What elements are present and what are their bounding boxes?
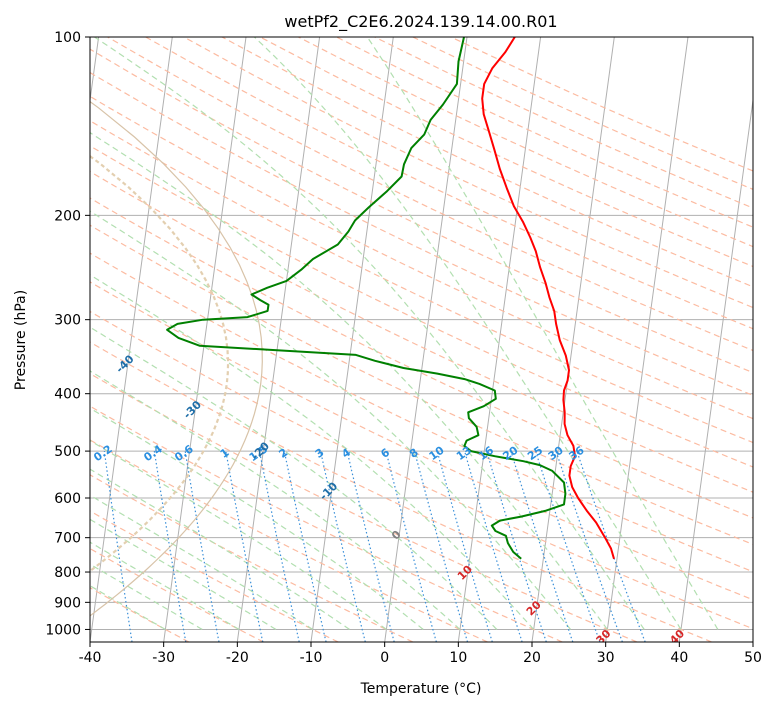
- y-axis-label: Pressure (hPa): [13, 290, 29, 390]
- dry-adiabat-line: [90, 224, 753, 546]
- x-tick-label: -20: [226, 650, 249, 666]
- y-tick-label: 300: [54, 313, 81, 329]
- moist-adiabat-line: [90, 131, 608, 630]
- dry-adiabat-line: [90, 547, 264, 642]
- moist-adiabat-line: [90, 370, 461, 630]
- moist-adiabat-line: [90, 518, 277, 630]
- moist-adiabat-line: [90, 541, 240, 630]
- isotherm-line: [605, 37, 689, 642]
- x-tick-label: 30: [597, 650, 615, 666]
- dry-adiabat-line: [90, 341, 712, 642]
- y-axis: 1000 900 800 700 600 500 400 300 200 100: [45, 30, 90, 638]
- mixing-ratio-line: [413, 450, 469, 642]
- dry-adiabat-line: [90, 170, 753, 493]
- plot-frame: [89, 36, 754, 643]
- moist-adiabat-line: [90, 210, 571, 630]
- mixing-ratio-line: [576, 450, 646, 642]
- isotherm-line: [163, 37, 247, 642]
- x-axis-label: Temperature (°C): [360, 681, 482, 697]
- mixing-ratio-line: [103, 451, 133, 642]
- y-tick-label: 100: [54, 30, 81, 46]
- dry-adiabat-line: [90, 510, 339, 642]
- x-tick-label: 40: [670, 650, 688, 666]
- moist-adiabat-line: [90, 439, 387, 630]
- isotherm-line: [90, 37, 173, 642]
- moist-adiabat-line: [90, 585, 166, 630]
- dry-adiabat-line: [90, 252, 753, 573]
- isotherm-line: [457, 37, 542, 642]
- isotherm-line: [310, 37, 394, 642]
- y-tick-label: 1000: [45, 622, 81, 638]
- reference-curve: [90, 100, 263, 617]
- x-tick-label: 10: [449, 650, 467, 666]
- dry-adiabat-line: [90, 405, 563, 642]
- y-tick-label: 900: [54, 595, 81, 611]
- mixing-ratio-line: [346, 450, 395, 642]
- dry-adiabat-line: [90, 310, 753, 630]
- isotherm-line: [236, 37, 321, 642]
- dry-adiabat-line: [90, 197, 753, 519]
- chart-title: wetPf2_C2E6.2024.139.14.00.R01: [284, 12, 557, 32]
- data-series: [166, 37, 615, 560]
- dry-adiabat-line: [221, 37, 753, 288]
- dry-adiabat-line: [107, 37, 753, 352]
- y-tick-label: 700: [54, 531, 81, 547]
- dewpoint-profile-line: [166, 37, 567, 560]
- y-tick-label: 400: [54, 387, 81, 403]
- x-tick-label: 0: [380, 650, 389, 666]
- moist-adiabat-line: [90, 468, 350, 630]
- dry-adiabat-line: [90, 439, 488, 642]
- x-tick-label: -30: [152, 650, 175, 666]
- mixing-ratio-line: [258, 450, 300, 642]
- dry-adiabat-line: [90, 281, 753, 601]
- dry-adiabat-line: [90, 95, 753, 420]
- mixing-ratio-line: [319, 450, 366, 642]
- moist-adiabat-line: [253, 37, 682, 630]
- mixing-ratio-line: [555, 450, 623, 642]
- mixing-ratio-line: [510, 450, 574, 642]
- moist-adiabat-line: [90, 563, 203, 630]
- y-tick-label: 200: [54, 208, 81, 224]
- plot-background: [90, 37, 753, 642]
- y-tick-label: 600: [54, 491, 81, 507]
- x-tick-label: -40: [79, 650, 102, 666]
- mixing-ratio-line: [486, 450, 547, 642]
- isotherm-line: [678, 96, 753, 642]
- moist-adiabat-line: [90, 326, 498, 630]
- y-tick-label: 800: [54, 565, 81, 581]
- isotherm-line: [384, 37, 468, 642]
- mixing-ratio-line: [385, 450, 437, 642]
- dry-adiabat-line: [90, 372, 638, 642]
- x-tick-label: 20: [523, 650, 541, 666]
- mixing-ratio-line: [436, 450, 493, 642]
- reference-curve: [90, 154, 230, 573]
- moist-adiabat-line: [94, 37, 645, 630]
- x-axis: -40 -30 -20 -10 0 10 20 30 40 50: [79, 642, 762, 666]
- mixing-ratio-line: [535, 450, 601, 642]
- y-tick-label: 500: [54, 444, 81, 460]
- x-tick-label: 50: [744, 650, 762, 666]
- mixing-ratio-line: [283, 450, 327, 642]
- moist-adiabat-line: [366, 37, 719, 630]
- background-lines: [90, 37, 753, 642]
- x-tick-label: -10: [300, 650, 323, 666]
- dry-adiabat-line: [90, 71, 753, 397]
- mixing-ratio-line: [464, 450, 523, 642]
- dry-adiabat-line: [145, 37, 753, 330]
- temperature-profile-line: [481, 37, 615, 560]
